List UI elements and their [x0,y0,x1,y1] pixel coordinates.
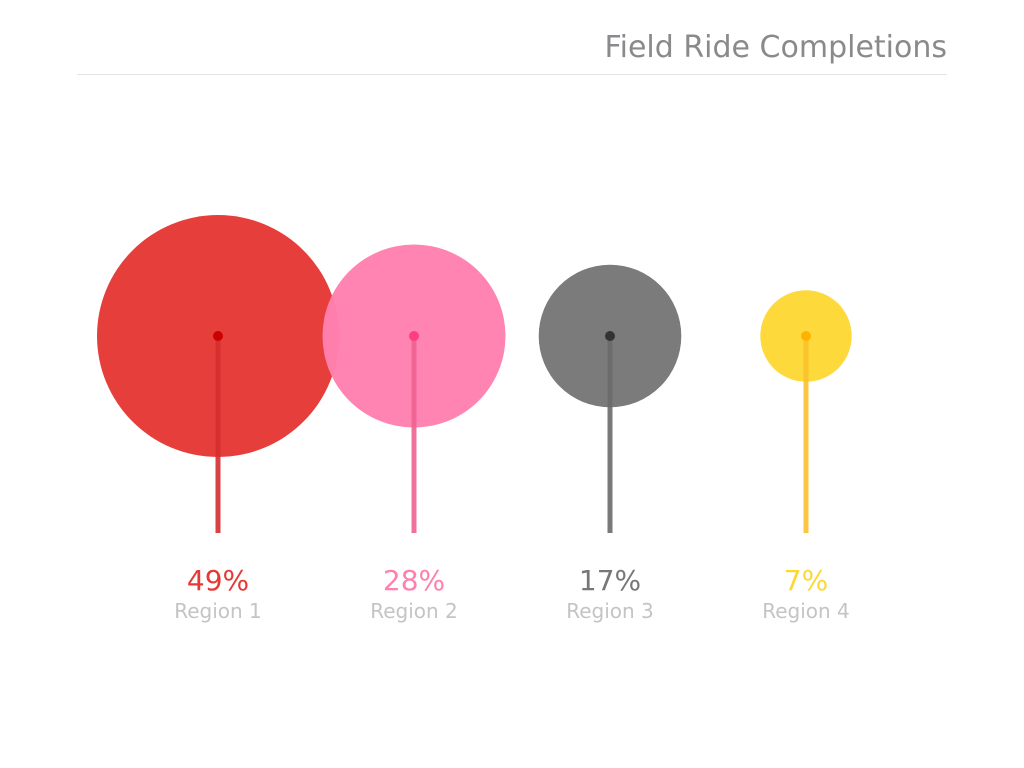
dot-region-3 [605,331,615,341]
category-label-region-1: Region 1 [174,599,262,623]
value-label-region-2: 28% [383,564,445,597]
category-label-region-4: Region 4 [762,599,850,623]
category-label-region-3: Region 3 [566,599,654,623]
value-label-region-4: 7% [784,564,828,597]
dot-region-4 [801,331,811,341]
chart-title: Field Ride Completions [604,30,947,65]
chart-marks: 49%Region 1 28%Region 2 17%Region 3 7%Regio… [97,215,852,623]
category-label-region-2: Region 2 [370,599,458,623]
title-divider [77,74,947,75]
dot-region-2 [409,331,419,341]
dot-region-1 [213,331,223,341]
value-label-region-1: 49% [187,564,249,597]
value-label-region-3: 17% [579,564,641,597]
